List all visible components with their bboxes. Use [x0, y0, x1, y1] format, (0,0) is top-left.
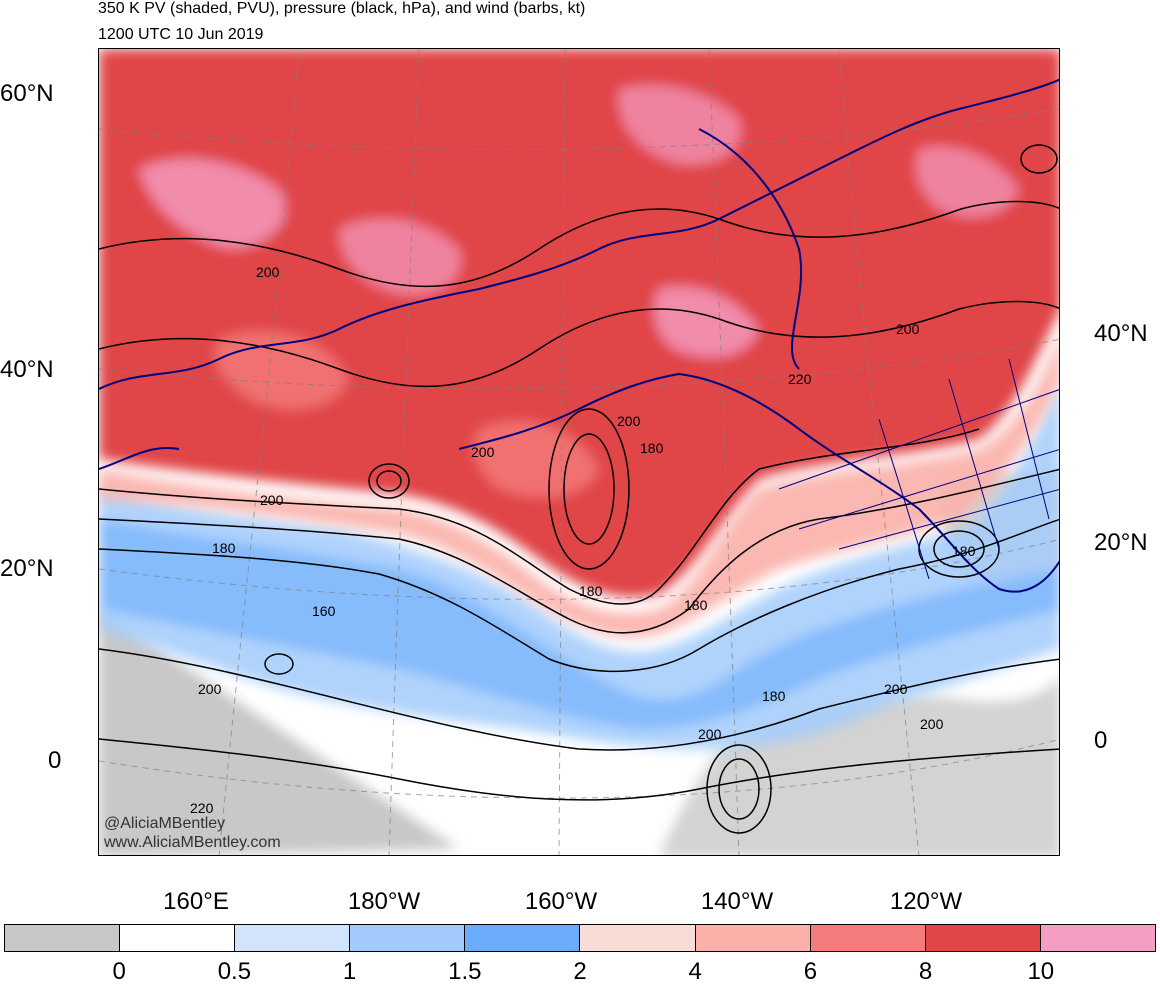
- lon-label: 120°W: [889, 888, 963, 915]
- lat-label-left: 60°N: [0, 80, 54, 107]
- colorbar-swatch: [120, 925, 236, 951]
- pv-shading-mid: [99, 383, 1059, 749]
- contour-label: 180: [762, 688, 786, 704]
- contour-label: 220: [788, 371, 812, 387]
- pv-shading-transition: [99, 335, 1059, 638]
- lat-label-left: 20°N: [0, 555, 54, 582]
- colorbar-tick-label: 1: [342, 958, 357, 985]
- political-boundaries: [778, 358, 1059, 580]
- contour-label: 200: [260, 492, 284, 508]
- lat-label-left: 0: [48, 747, 62, 774]
- contour-label: 200: [256, 264, 280, 280]
- colorbar-swatch: [350, 925, 466, 951]
- lon-label: 160°E: [163, 888, 229, 915]
- colorbar-swatch: [925, 925, 1041, 951]
- contour-label: 220: [190, 800, 214, 816]
- map-panel: [98, 48, 1060, 856]
- colorbar-swatch: [235, 925, 351, 951]
- colorbar-swatch: [580, 925, 696, 951]
- pv-colorbar: [4, 924, 1156, 952]
- colorbar-tick-label: 1.5: [448, 958, 482, 985]
- lat-label-left: 40°N: [0, 356, 54, 383]
- colorbar-swatch: [695, 925, 811, 951]
- colorbar-swatch: [1040, 925, 1155, 951]
- colorbar-swatch: [465, 925, 581, 951]
- map-valid-time: 1200 UTC 10 Jun 2019: [98, 26, 264, 43]
- colorbar-swatch: [810, 925, 926, 951]
- colorbar-tick-label: 2: [573, 958, 587, 985]
- contour-label: 200: [698, 726, 722, 742]
- author-website: www.AliciaMBentley.com: [104, 834, 281, 851]
- contour-label: 200: [617, 413, 641, 429]
- contour-label: 180: [952, 543, 976, 559]
- lon-label: 160°W: [524, 888, 598, 915]
- contour-label: 180: [684, 597, 708, 613]
- contour-label: 200: [471, 444, 495, 460]
- contour-label: 160: [312, 603, 336, 619]
- author-credit: @AliciaMBentley: [104, 815, 226, 832]
- lat-label-right: 40°N: [1094, 320, 1148, 347]
- contour-label: 200: [896, 321, 920, 337]
- colorbar-tick-label: 0: [112, 958, 126, 985]
- lon-label: 180°W: [347, 888, 421, 915]
- map-title: 350 K PV (shaded, PVU), pressure (black,…: [98, 0, 586, 17]
- lat-label-right: 0: [1094, 727, 1108, 754]
- colorbar-tick-label: 6: [803, 958, 818, 985]
- coastlines: [99, 78, 1059, 593]
- contour-label: 180: [212, 540, 236, 556]
- colorbar-tick-label: 0.5: [217, 958, 252, 985]
- contour-label: 200: [920, 716, 944, 732]
- pv-map: [99, 49, 1059, 855]
- pv-shading-high: [99, 49, 1059, 597]
- contour-label: 200: [198, 681, 222, 697]
- contour-label: 200: [884, 681, 908, 697]
- pressure-contours: [99, 144, 1059, 834]
- lon-label: 140°W: [700, 888, 774, 915]
- lat-label-right: 20°N: [1094, 529, 1148, 556]
- colorbar-swatch: [5, 925, 121, 951]
- colorbar-tick-label: 10: [1027, 958, 1055, 985]
- contour-label: 180: [640, 440, 664, 456]
- colorbar-tick-label: 8: [918, 958, 933, 985]
- graticule: [99, 49, 1059, 855]
- colorbar-tick-label: 4: [688, 958, 702, 985]
- contour-label: 180: [579, 583, 603, 599]
